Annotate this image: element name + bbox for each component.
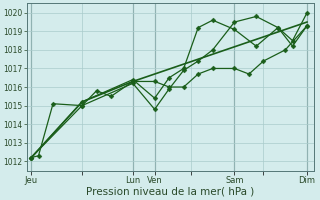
X-axis label: Pression niveau de la mer( hPa ): Pression niveau de la mer( hPa ) bbox=[86, 187, 255, 197]
